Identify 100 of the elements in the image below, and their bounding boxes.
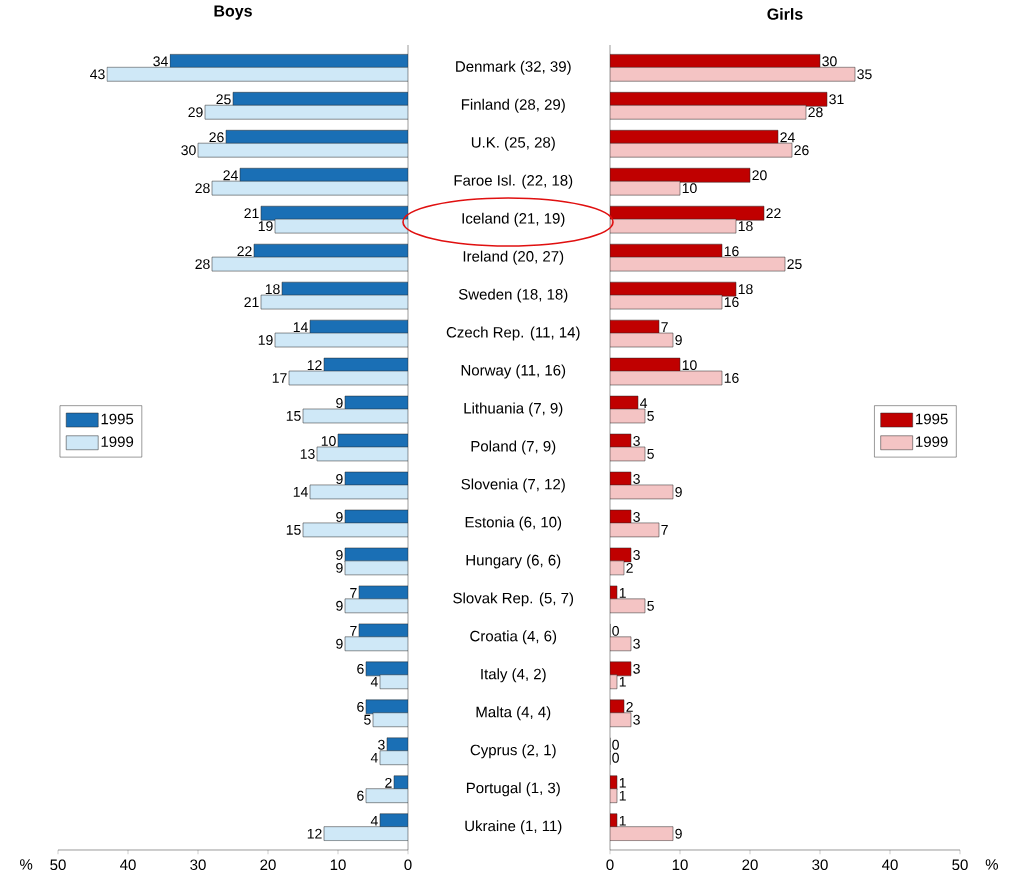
bar: [610, 180, 681, 196]
data-label: 5: [647, 411, 654, 421]
data-label: 9: [675, 828, 682, 839]
bar: [610, 104, 807, 120]
y-tick-label: Faroe Isl. (22, 18): [454, 174, 573, 189]
y-tick-label: U.K. (25, 28): [471, 136, 555, 151]
x-tick-label: 50: [952, 859, 968, 871]
x-tick-label: 30: [812, 859, 828, 871]
y-tick-label: Italy (4, 2): [481, 668, 546, 683]
data-label: 9: [336, 398, 343, 409]
data-label: 21: [244, 208, 259, 219]
data-label: 3: [633, 512, 640, 522]
data-label: 20: [752, 170, 767, 181]
data-label: 26: [209, 132, 224, 143]
y-tick-label: Slovak Rep. (5, 7): [453, 592, 574, 607]
data-label: 31: [829, 94, 844, 105]
x-tick-label: 20: [260, 859, 276, 871]
data-label: 28: [195, 183, 210, 194]
y-tick-label: Czech Rep. (11, 14): [446, 326, 580, 341]
y-tick-label: Finland (28, 29): [461, 98, 565, 113]
y-tick-label: Ireland (20, 27): [463, 250, 564, 265]
data-label: 2: [385, 777, 392, 788]
data-label: 2: [626, 562, 633, 573]
y-tick-label: Norway (11, 16): [461, 364, 566, 379]
data-label: 30: [822, 56, 837, 67]
data-label: 18: [265, 284, 280, 295]
data-label: 29: [188, 107, 203, 118]
bar: [610, 142, 793, 158]
x-axis-title: %: [20, 859, 33, 870]
data-label: 9: [336, 562, 343, 573]
bar: [610, 826, 674, 841]
data-label: 0: [612, 739, 619, 750]
data-label: 6: [357, 701, 364, 712]
data-label: 18: [738, 284, 753, 295]
x-tick-label: 50: [50, 859, 66, 871]
data-label: 14: [293, 322, 308, 332]
data-label: 3: [633, 714, 640, 725]
data-label: 16: [724, 297, 739, 308]
data-label: 7: [350, 588, 357, 598]
data-label: 9: [675, 486, 682, 497]
bar: [610, 66, 856, 82]
x-tick-label: 10: [672, 859, 688, 871]
x-axis-title: %: [985, 859, 998, 870]
data-label: 6: [357, 663, 364, 674]
data-label: 4: [370, 676, 378, 687]
data-label: 0: [612, 625, 619, 636]
data-label: 24: [780, 132, 795, 143]
data-label: 30: [181, 145, 196, 156]
data-label: 1: [619, 815, 626, 826]
data-label: 19: [258, 221, 273, 232]
y-tick-label: Slovenia (7, 12): [461, 478, 565, 493]
data-label: 6: [357, 790, 364, 801]
data-label: 3: [633, 549, 640, 560]
data-label: 17: [272, 373, 287, 383]
data-label: 7: [350, 626, 357, 636]
x-tick-label: 20: [742, 859, 758, 871]
data-label: 9: [336, 512, 343, 522]
chart-title: Girls: [767, 8, 803, 20]
data-label: 9: [336, 638, 343, 649]
y-tick-label: Hungary (6, 6): [466, 554, 561, 569]
data-label: 5: [364, 714, 371, 725]
data-label: 3: [633, 638, 640, 649]
data-label: 12: [307, 828, 322, 839]
data-label: 22: [237, 246, 252, 257]
x-tick-label: 10: [330, 859, 346, 871]
data-label: 25: [787, 259, 802, 270]
y-tick-label: Poland (7, 9): [471, 440, 556, 455]
data-label: 3: [633, 436, 640, 446]
data-label: 28: [195, 259, 210, 270]
data-label: 21: [244, 297, 259, 307]
data-label: 25: [216, 94, 231, 105]
data-label: 3: [633, 663, 640, 674]
data-label: 9: [336, 600, 343, 611]
y-tick-label: Iceland (21, 19): [462, 212, 565, 227]
data-label: 12: [307, 360, 322, 370]
legend-label: 1999: [916, 436, 948, 448]
y-tick-label: Malta (4, 4): [476, 706, 551, 721]
data-label: 14: [293, 487, 308, 497]
data-label: 10: [321, 436, 336, 446]
chart-title: Boys: [214, 5, 252, 20]
data-label: 34: [153, 56, 168, 67]
y-tick-label: Lithuania (7, 9): [464, 402, 563, 417]
x-tick-label: 40: [120, 859, 136, 871]
data-label: 24: [223, 170, 238, 181]
data-label: 18: [738, 221, 753, 232]
y-tick-label: Portugal (1, 3): [466, 782, 560, 797]
y-tick-label: Sweden (18, 18): [458, 288, 568, 303]
y-tick-label: Croatia (4, 6): [470, 630, 557, 645]
x-tick-label: 30: [190, 859, 206, 871]
data-label: 16: [724, 246, 739, 257]
legend-label: 1995: [916, 413, 948, 425]
data-label: 1: [619, 588, 626, 598]
data-label: 43: [90, 69, 105, 80]
legend-label: 1995: [101, 413, 134, 425]
data-label: 35: [857, 69, 872, 80]
data-label: 13: [300, 448, 315, 459]
data-label: 4: [640, 398, 648, 408]
data-label: 9: [336, 549, 343, 560]
data-label: 1: [619, 777, 626, 788]
x-tick-label: 0: [606, 859, 614, 871]
